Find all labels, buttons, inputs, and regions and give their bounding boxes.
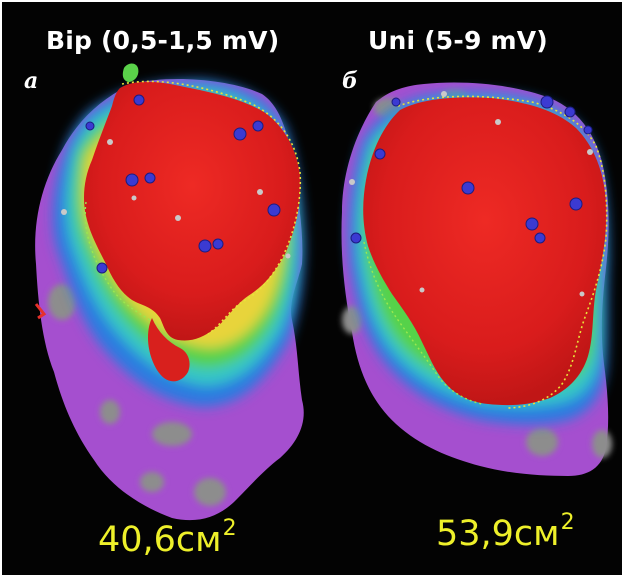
map-a-marker [198, 239, 212, 253]
map-b-marker [391, 97, 401, 107]
panel-b-area-value: 53,9см [436, 514, 560, 554]
map-a-red-region [84, 81, 301, 341]
map-b-marker [350, 232, 362, 244]
map-b [341, 82, 612, 476]
map-a-marker [125, 173, 139, 187]
map-b-marker [525, 217, 539, 231]
panel-a-title: Bip (0,5-1,5 mV) [46, 26, 280, 55]
map-b-marker [583, 125, 593, 135]
map-b-marker [540, 95, 554, 109]
map-a-gray-patch [140, 472, 164, 492]
map-b-gray-patch [342, 306, 362, 334]
map-a-marker [85, 121, 95, 131]
panel-b-letter: б [342, 68, 358, 94]
map-a-marker [267, 203, 281, 217]
panel-a-area-exponent: 2 [222, 516, 237, 541]
panel-a-area-value: 40,6см [98, 520, 222, 560]
map-a-marker [133, 94, 145, 106]
map-b-red-region [363, 97, 607, 406]
map-a-marker [144, 172, 156, 184]
map-b-border-line [397, 95, 608, 409]
map-a-marker [96, 262, 108, 274]
map-b-marker [461, 181, 475, 195]
panel-b-title: Uni (5-9 mV) [368, 26, 548, 55]
map-a-gray-patch [152, 422, 192, 446]
map-a-border-line [121, 80, 302, 335]
map-a-gray-patch [48, 284, 76, 320]
panel-b-area: 53,9см2 [436, 510, 575, 554]
map-a-gray-patch [194, 478, 226, 506]
panel-a-area: 40,6см2 [98, 516, 237, 560]
map-a-gray-patch [100, 400, 120, 424]
map-a-marker [252, 120, 264, 132]
panel-b-area-exponent: 2 [560, 510, 575, 535]
map-a-marker [233, 127, 247, 141]
map-b-marker [374, 148, 386, 160]
panel-a-letter: a [24, 68, 39, 94]
map-a-marker [212, 238, 224, 250]
map-a [34, 63, 305, 521]
map-b-gray-patch [592, 430, 612, 458]
map-b-marker [569, 197, 583, 211]
map-b-gray-patch [526, 428, 558, 456]
map-b-marker [534, 232, 546, 244]
map-b-marker [564, 106, 576, 118]
